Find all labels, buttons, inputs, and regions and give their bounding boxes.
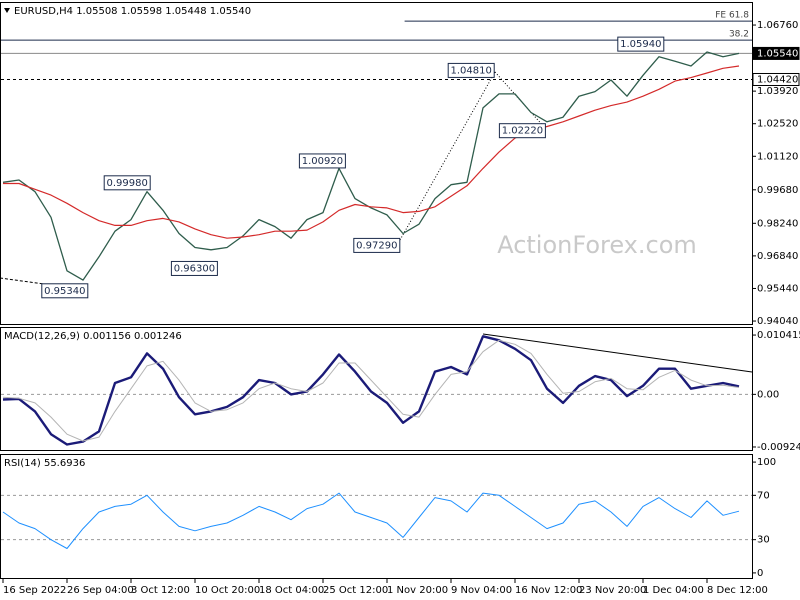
annotation-label: 0.97290 bbox=[356, 240, 397, 251]
watermark: ActionForex.com bbox=[497, 231, 697, 259]
price-box bbox=[752, 72, 800, 86]
y-tick-label: 0.00 bbox=[757, 389, 779, 400]
chart-title: MACD(12,26,9) 0.001156 0.001246 bbox=[4, 331, 182, 342]
price-box bbox=[752, 46, 800, 60]
y-tick-label: 0.98240 bbox=[757, 218, 798, 229]
y-tick-label: 0.99680 bbox=[757, 185, 798, 196]
macd-panel bbox=[0, 327, 753, 451]
x-tick-label: 18 Oct 04:00 bbox=[259, 585, 324, 596]
annotation-box bbox=[447, 62, 495, 78]
series-line bbox=[3, 65, 740, 239]
y-tick-label: 0 bbox=[757, 568, 763, 579]
x-tick-label: 10 Oct 20:00 bbox=[195, 585, 260, 596]
annotation-box bbox=[617, 36, 665, 52]
series-line bbox=[2, 51, 740, 281]
y-tick-label: 70 bbox=[757, 490, 770, 501]
x-tick-label: 16 Sep 2022 bbox=[3, 585, 66, 596]
chart-title: RSI(14) 55.6936 bbox=[4, 458, 85, 469]
annotation-label: 1.02220 bbox=[502, 126, 543, 137]
y-tick-label: 0.96840 bbox=[757, 251, 798, 262]
x-tick-label: 23 Nov 20:00 bbox=[579, 585, 646, 596]
annotation-label: 1.05940 bbox=[620, 39, 661, 50]
rsi-panel bbox=[0, 454, 753, 579]
annotation-box bbox=[353, 237, 401, 253]
y-tick-label: 0.95440 bbox=[757, 283, 798, 294]
y-tick-label: 0.94040 bbox=[757, 316, 798, 327]
trend-line bbox=[494, 71, 546, 129]
series-line bbox=[2, 492, 740, 549]
y-tick-label: 1.02520 bbox=[757, 119, 798, 130]
y-tick-label: 0.010415 bbox=[757, 330, 800, 341]
chart-title: EURUSD,H4 1.05508 1.05598 1.05448 1.0554… bbox=[14, 6, 251, 17]
series-line bbox=[2, 335, 740, 446]
x-tick-label: 1 Dec 04:00 bbox=[643, 585, 704, 596]
trend-line bbox=[399, 71, 496, 241]
x-tick-label: 16 Nov 12:00 bbox=[515, 585, 582, 596]
x-tick-label: 3 Oct 12:00 bbox=[131, 585, 190, 596]
price-panel bbox=[0, 2, 753, 325]
annotation-box bbox=[170, 260, 218, 276]
y-tick-label: -0.009244 bbox=[757, 442, 800, 453]
x-tick-label: 8 Dec 12:00 bbox=[707, 585, 768, 596]
annotation-label: 1.04810 bbox=[451, 65, 492, 76]
x-tick-label: 26 Sep 04:00 bbox=[67, 585, 134, 596]
annotation-label: 0.99980 bbox=[107, 178, 148, 189]
annotation-box bbox=[103, 175, 151, 191]
x-tick-label: 1 Nov 20:00 bbox=[387, 585, 448, 596]
annotation-box bbox=[298, 153, 346, 169]
y-tick-label: 100 bbox=[757, 457, 776, 468]
price-box-label: 1.04420 bbox=[757, 74, 798, 85]
fib-label: FE 61.8 bbox=[715, 11, 749, 21]
title-icon bbox=[4, 8, 10, 13]
y-tick-label: 1.03920 bbox=[757, 86, 798, 97]
y-tick-label: 1.06760 bbox=[757, 20, 798, 31]
annotation-box bbox=[41, 283, 89, 299]
y-tick-label: 1.01120 bbox=[757, 151, 798, 162]
y-tick-label: 30 bbox=[757, 535, 770, 546]
annotation-label: 0.95340 bbox=[44, 286, 85, 297]
annotation-box bbox=[498, 123, 546, 139]
series-line bbox=[2, 339, 740, 442]
x-tick-label: 9 Nov 04:00 bbox=[451, 585, 512, 596]
macd-trend-line bbox=[482, 333, 753, 373]
annotation-label: 1.00920 bbox=[302, 156, 343, 167]
price-box-label: 1.05540 bbox=[757, 48, 798, 59]
fib-label: 38.2 bbox=[729, 30, 749, 40]
x-tick-label: 25 Oct 12:00 bbox=[323, 585, 388, 596]
annotation-label: 0.96300 bbox=[174, 263, 215, 274]
